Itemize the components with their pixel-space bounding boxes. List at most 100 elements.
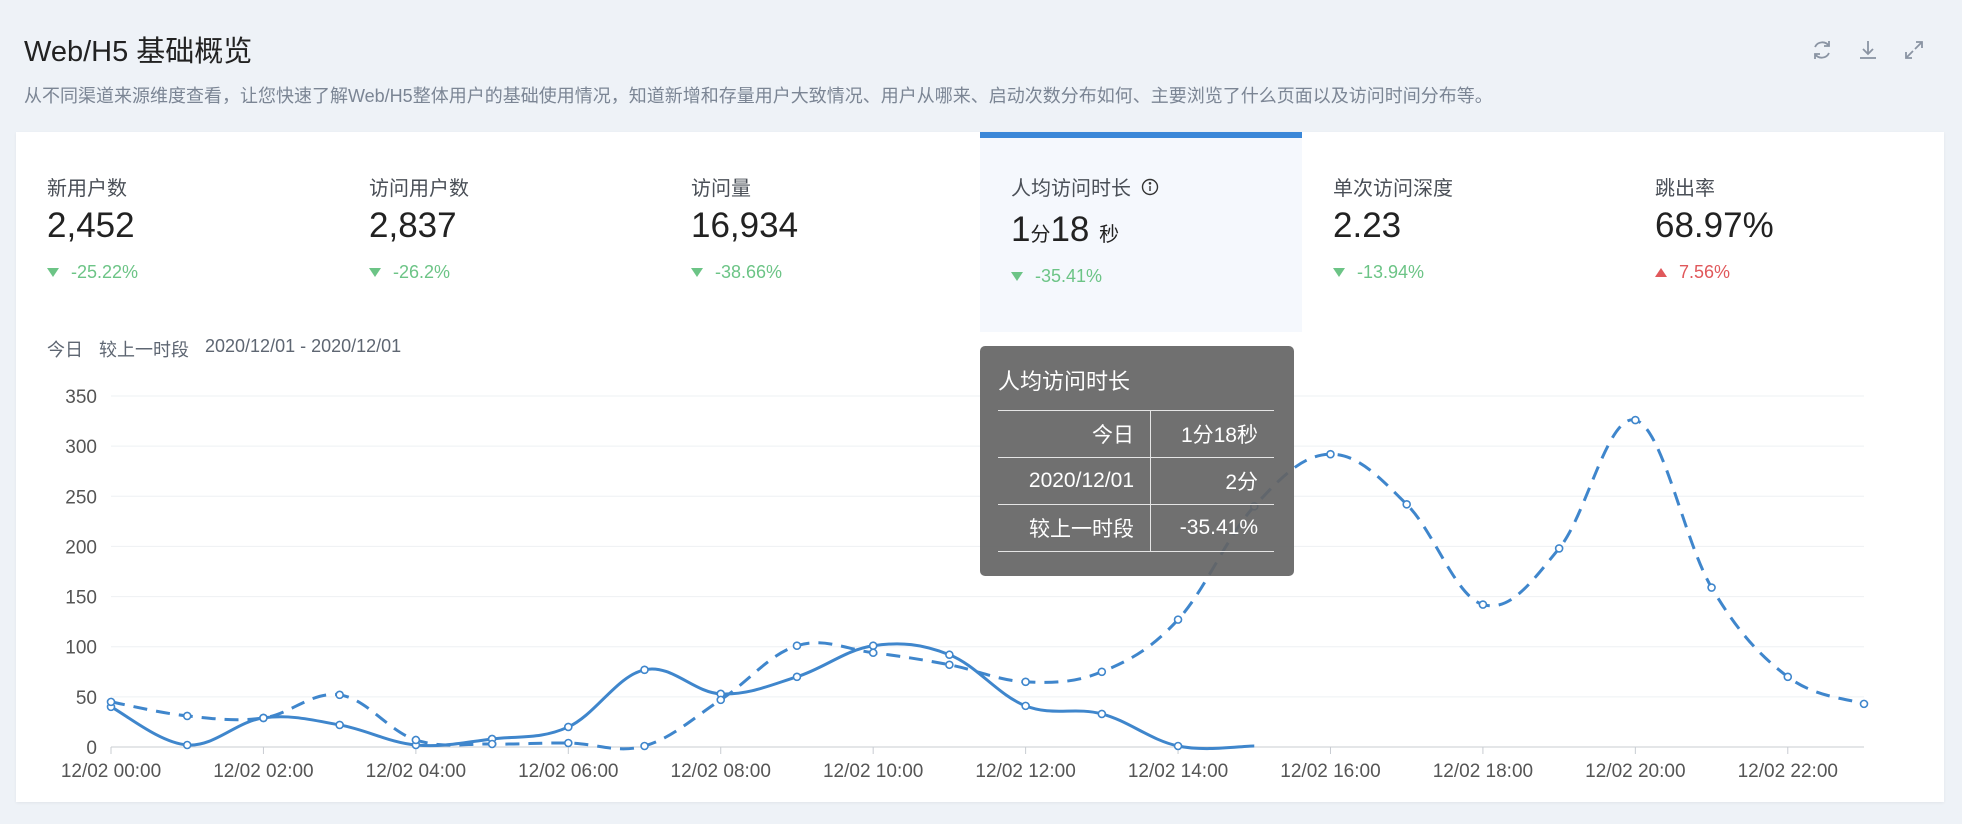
data-point [868, 648, 878, 658]
legend-date-range: 2020/12/01 - 2020/12/01 [205, 336, 402, 356]
data-point [716, 695, 726, 705]
data-point [335, 720, 344, 730]
tooltip-row-label: 较上一时段 [998, 504, 1151, 552]
metric-change-value: 7.56% [1679, 262, 1731, 282]
chart-tooltip: 人均访问时长 今日 1分18秒 2020/12/01 2分 较上一时段 -35.… [980, 346, 1294, 576]
data-point [640, 741, 649, 751]
legend-previous[interactable]: 较上一时段 [99, 340, 189, 360]
metric-unit-minutes: 分 [1030, 224, 1051, 246]
data-point [1097, 709, 1107, 719]
metric-change-value: -26.2% [393, 262, 451, 282]
metric-bounce-rate[interactable]: 跳出率 68.97% 7.56% [1624, 132, 1946, 332]
tooltip-table: 今日 1分18秒 2020/12/01 2分 较上一时段 -35.41% [998, 410, 1274, 552]
metric-value: 2,837 [369, 206, 457, 245]
data-point [487, 739, 497, 749]
data-point [945, 650, 954, 660]
refresh-button[interactable] [1808, 36, 1836, 64]
data-point [182, 740, 192, 750]
arrow-down-icon [1011, 272, 1023, 281]
download-icon [1860, 41, 1876, 59]
data-point [335, 690, 344, 700]
data-point [1478, 600, 1488, 609]
y-tick-label: 350 [65, 387, 97, 408]
data-point [1554, 544, 1564, 553]
data-point [182, 711, 192, 721]
download-button[interactable] [1854, 36, 1882, 64]
page-subtitle: 从不同渠道来源维度查看，让您快速了解Web/H5整体用户的基础使用情况，知道新增… [24, 86, 1493, 106]
refresh-icon [1814, 41, 1830, 59]
metric-label-text: 人均访问时长 [1011, 178, 1131, 200]
metric-change-value: -35.41% [1035, 266, 1103, 286]
metric-label: 跳出率 [1655, 178, 1715, 200]
arrow-down-icon [47, 268, 59, 277]
data-point [259, 713, 268, 723]
legend-today[interactable]: 今日 [47, 340, 83, 360]
metric-unit-seconds: 秒 [1099, 224, 1120, 246]
x-tick-label: 12/02 16:00 [1280, 761, 1380, 782]
data-point [792, 672, 802, 682]
tooltip-row-label: 2020/12/01 [998, 457, 1151, 505]
metric-visit-users[interactable]: 访问用户数 2,837 -26.2% [338, 132, 660, 332]
metric-page-views[interactable]: 访问量 16,934 -38.66% [660, 132, 982, 332]
arrow-up-icon [1655, 268, 1667, 277]
metric-change: -26.2% [369, 262, 450, 283]
metric-value-seconds: 18 [1050, 210, 1090, 249]
data-point [411, 735, 421, 745]
x-tick-label: 12/02 12:00 [975, 761, 1075, 782]
data-point [1859, 699, 1869, 709]
y-tick-label: 0 [86, 738, 97, 759]
data-point [106, 697, 116, 707]
metric-change-value: -25.22% [71, 262, 139, 282]
metric-new-users[interactable]: 新用户数 2,452 -25.22% [16, 132, 338, 332]
metric-change-value: -38.66% [715, 262, 783, 282]
metric-value: 16,934 [691, 206, 799, 245]
x-tick-label: 12/02 22:00 [1738, 761, 1838, 782]
metric-value: 68.97% [1655, 206, 1774, 245]
fullscreen-button[interactable] [1900, 36, 1928, 64]
metric-avg-visit-duration[interactable]: 人均访问时长 1分18 秒 -35.41% [980, 132, 1302, 332]
x-tick-label: 12/02 20:00 [1585, 761, 1685, 782]
y-tick-label: 300 [65, 437, 97, 458]
metric-value: 1分18 秒 [1011, 210, 1119, 250]
info-icon[interactable] [1141, 178, 1159, 196]
metric-change-value: -13.94% [1357, 262, 1425, 282]
data-point [564, 722, 573, 732]
metric-value-minutes: 1 [1011, 210, 1031, 249]
data-point [945, 660, 954, 670]
tooltip-row-value: 2分 [1150, 457, 1274, 505]
metric-label: 访问量 [691, 178, 751, 200]
data-point [640, 665, 649, 675]
y-tick-label: 250 [65, 487, 97, 508]
metric-label: 新用户数 [47, 178, 127, 200]
arrow-down-icon [691, 268, 703, 277]
page-header: Web/H5 基础概览 从不同渠道来源维度查看，让您快速了解Web/H5整体用户… [24, 28, 1922, 108]
fullscreen-icon [1905, 41, 1923, 59]
metric-label: 单次访问深度 [1333, 178, 1453, 200]
metric-change: -35.41% [1011, 266, 1102, 287]
metric-depth-per-visit[interactable]: 单次访问深度 2.23 -13.94% [1302, 132, 1624, 332]
x-tick-label: 12/02 04:00 [366, 761, 466, 782]
y-tick-label: 100 [65, 638, 97, 659]
metric-change: -13.94% [1333, 262, 1424, 283]
tooltip-row: 较上一时段 -35.41% [998, 504, 1274, 552]
data-point [1631, 415, 1640, 425]
tooltip-row: 今日 1分18秒 [998, 410, 1274, 458]
data-point [1021, 677, 1030, 687]
data-point [1021, 701, 1030, 711]
arrow-down-icon [369, 268, 381, 277]
data-point [1097, 667, 1107, 677]
x-tick-label: 12/02 06:00 [518, 761, 618, 782]
tooltip-row-value: 1分18秒 [1150, 410, 1274, 458]
overview-card: 新用户数 2,452 -25.22% 访问用户数 2,837 -26.2% 访问… [16, 132, 1944, 802]
x-tick-label: 12/02 00:00 [61, 761, 161, 782]
data-point [1707, 583, 1716, 592]
x-tick-label: 12/02 14:00 [1128, 761, 1228, 782]
metric-value: 2,452 [47, 206, 135, 245]
toolbar [1808, 36, 1928, 64]
series-line-today [110, 642, 1255, 751]
metric-label: 人均访问时长 [1011, 172, 1159, 201]
data-point [564, 738, 573, 748]
x-tick-label: 12/02 02:00 [213, 761, 313, 782]
x-tick-label: 12/02 18:00 [1433, 761, 1533, 782]
